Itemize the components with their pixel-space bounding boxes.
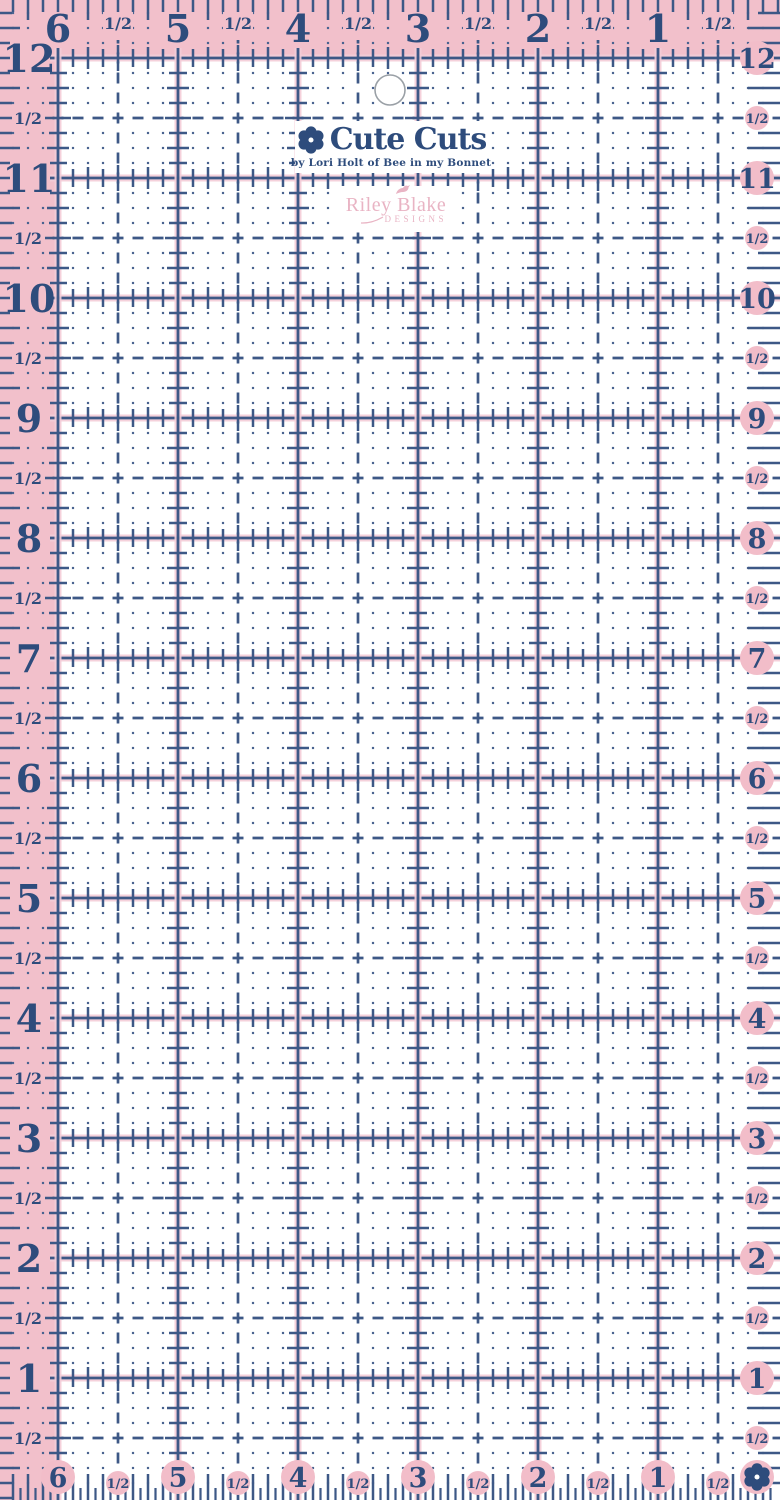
svg-text:1/2: 1/2 bbox=[14, 349, 42, 368]
svg-text:1/2: 1/2 bbox=[746, 112, 769, 127]
maker-designs: DESIGNS bbox=[384, 214, 447, 224]
maker-name: Riley Blake bbox=[345, 194, 447, 216]
svg-text:1/2: 1/2 bbox=[584, 14, 612, 33]
svg-text:2: 2 bbox=[16, 1236, 42, 1281]
svg-text:1/2: 1/2 bbox=[14, 589, 42, 608]
svg-text:1/2: 1/2 bbox=[746, 832, 769, 847]
svg-text:3: 3 bbox=[748, 1124, 767, 1155]
svg-text:11: 11 bbox=[738, 164, 776, 195]
svg-text:1/2: 1/2 bbox=[14, 829, 42, 848]
svg-text:1/2: 1/2 bbox=[14, 949, 42, 968]
svg-text:1/2: 1/2 bbox=[746, 352, 769, 367]
svg-text:1/2: 1/2 bbox=[587, 1477, 610, 1492]
svg-text:1/2: 1/2 bbox=[704, 14, 732, 33]
brand-tagline: by Lori Holt of Bee in my Bonnet bbox=[290, 157, 492, 169]
svg-text:1/2: 1/2 bbox=[344, 14, 372, 33]
svg-text:1/2: 1/2 bbox=[104, 14, 132, 33]
bird-icon bbox=[396, 185, 410, 194]
svg-text:4: 4 bbox=[16, 996, 42, 1041]
svg-text:1/2: 1/2 bbox=[746, 952, 769, 967]
svg-text:2: 2 bbox=[525, 6, 551, 51]
svg-text:1/2: 1/2 bbox=[14, 469, 42, 488]
svg-text:7: 7 bbox=[16, 636, 42, 681]
riley-blake-logo: Riley Blake DESIGNS bbox=[337, 185, 455, 232]
svg-text:9: 9 bbox=[748, 404, 767, 435]
svg-text:1/2: 1/2 bbox=[746, 1192, 769, 1207]
svg-text:1/2: 1/2 bbox=[464, 14, 492, 33]
svg-text:1: 1 bbox=[649, 1463, 668, 1494]
svg-text:1/2: 1/2 bbox=[14, 229, 42, 248]
svg-text:11: 11 bbox=[3, 156, 56, 201]
svg-text:3: 3 bbox=[409, 1463, 428, 1494]
svg-text:1/2: 1/2 bbox=[14, 109, 42, 128]
svg-text:8: 8 bbox=[748, 524, 767, 555]
svg-text:1/2: 1/2 bbox=[107, 1477, 130, 1492]
flower-icon bbox=[298, 126, 324, 154]
corner-flower-icon bbox=[740, 1460, 774, 1494]
svg-text:1/2: 1/2 bbox=[746, 1432, 769, 1447]
svg-text:3: 3 bbox=[405, 6, 431, 51]
brand-logo: Cute Cuts by Lori Holt of Bee in my Bonn… bbox=[291, 121, 491, 173]
right-scale-labels: 12 11 10 9 8 7 6 5 4 3 2 1 1/2 1/2 1/2 1/2 1/2 1/2 1/2 1/2 1… bbox=[738, 41, 776, 1450]
svg-text:1/2: 1/2 bbox=[746, 232, 769, 247]
svg-text:3: 3 bbox=[16, 1116, 42, 1161]
svg-text:1/2: 1/2 bbox=[14, 709, 42, 728]
svg-text:1/2: 1/2 bbox=[746, 1312, 769, 1327]
svg-text:1/2: 1/2 bbox=[14, 1309, 42, 1328]
svg-text:10: 10 bbox=[738, 284, 776, 315]
svg-text:7: 7 bbox=[748, 644, 767, 675]
hanging-hole bbox=[374, 74, 406, 106]
svg-text:5: 5 bbox=[165, 6, 191, 51]
svg-text:1/2: 1/2 bbox=[227, 1477, 250, 1492]
svg-text:8: 8 bbox=[16, 516, 42, 561]
svg-text:5: 5 bbox=[16, 876, 42, 921]
svg-text:1/2: 1/2 bbox=[707, 1477, 730, 1492]
svg-text:6: 6 bbox=[748, 764, 767, 795]
svg-text:1/2: 1/2 bbox=[746, 1072, 769, 1087]
svg-text:1/2: 1/2 bbox=[746, 592, 769, 607]
svg-text:6: 6 bbox=[16, 756, 42, 801]
left-scale-labels: 12 11 10 9 8 7 6 5 4 3 2 1 1/2 1/2 1/2 1/2 1/2 1/2 1/2 1/2 1… bbox=[3, 36, 56, 1448]
svg-text:1/2: 1/2 bbox=[14, 1069, 42, 1088]
inch-line-tick-marks bbox=[41, 26, 765, 1485]
svg-text:4: 4 bbox=[285, 6, 311, 51]
svg-text:1: 1 bbox=[16, 1356, 42, 1401]
svg-text:4: 4 bbox=[748, 1004, 767, 1035]
svg-text:10: 10 bbox=[3, 276, 56, 321]
half-inch-dashed-lines bbox=[42, 40, 780, 1500]
svg-text:2: 2 bbox=[748, 1244, 767, 1275]
svg-text:5: 5 bbox=[169, 1463, 188, 1494]
svg-text:12: 12 bbox=[3, 36, 56, 81]
svg-text:1: 1 bbox=[748, 1364, 767, 1395]
svg-text:1/2: 1/2 bbox=[467, 1477, 490, 1492]
svg-text:1/2: 1/2 bbox=[347, 1477, 370, 1492]
svg-text:4: 4 bbox=[289, 1463, 308, 1494]
svg-text:1/2: 1/2 bbox=[746, 712, 769, 727]
maker-designs-row: DESIGNS bbox=[337, 215, 455, 224]
svg-text:1/2: 1/2 bbox=[14, 1189, 42, 1208]
svg-text:9: 9 bbox=[16, 396, 42, 441]
brand-name: Cute Cuts bbox=[329, 122, 488, 157]
flourish-icon bbox=[361, 215, 384, 224]
svg-text:12: 12 bbox=[738, 44, 776, 75]
svg-text:1/2: 1/2 bbox=[224, 14, 252, 33]
top-scale-labels: 6 5 4 3 2 11/2 1/2 1/2 1/2 1/2 1/2 bbox=[39, 6, 733, 51]
svg-text:1/2: 1/2 bbox=[14, 1429, 42, 1448]
svg-text:5: 5 bbox=[748, 884, 767, 915]
svg-text:2: 2 bbox=[529, 1463, 548, 1494]
inch-lines bbox=[40, 40, 780, 1500]
svg-text:6: 6 bbox=[49, 1463, 68, 1494]
bottom-scale-labels: 6 5 4 3 2 1 1/2 1/2 1/2 1/2 1/2 1/2 bbox=[41, 1460, 730, 1495]
brand-row: Cute Cuts bbox=[296, 125, 487, 155]
svg-text:1/2: 1/2 bbox=[746, 472, 769, 487]
svg-text:1: 1 bbox=[645, 6, 671, 51]
